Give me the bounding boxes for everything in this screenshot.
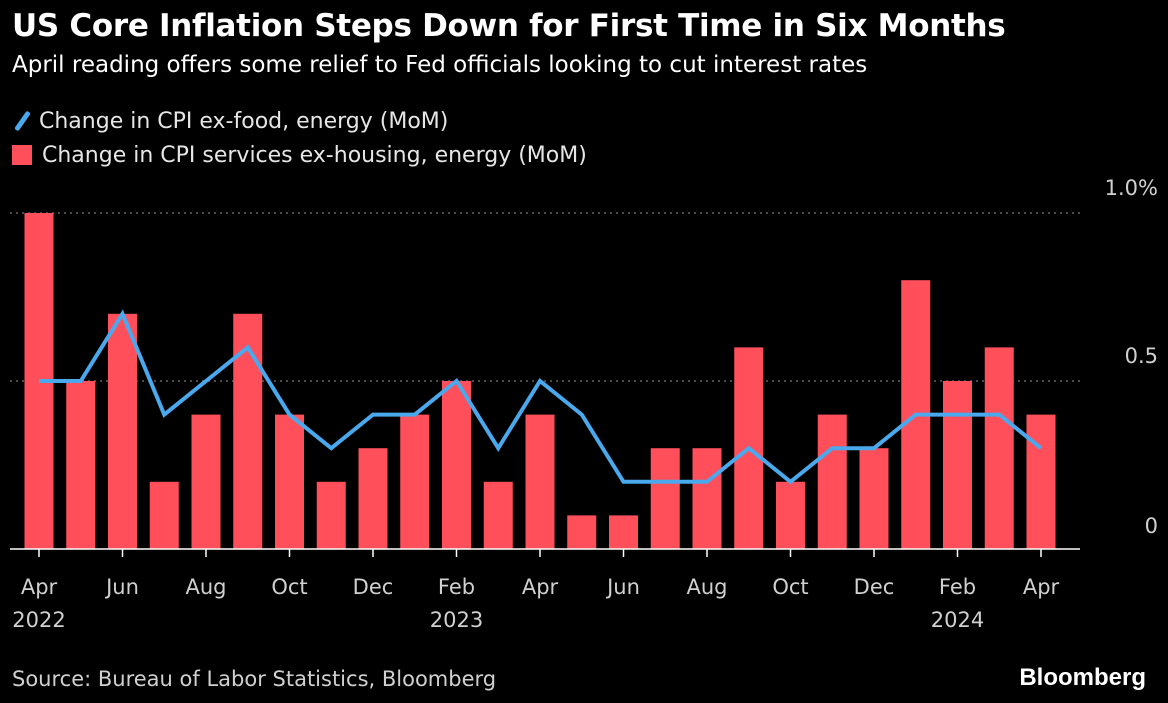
y-tick-label: 1.0% [1105,176,1158,200]
x-tick-label-year: 2022 [12,608,65,632]
line-series-core-cpi [39,309,1043,485]
bar [984,347,1014,549]
bar [66,381,96,549]
x-tick-label-month: Aug [686,575,727,599]
x-tick-label-month: Aug [185,575,226,599]
legend: Change in CPI ex-food, energy (MoM) Chan… [12,104,587,172]
bar [358,448,388,549]
legend-label-core-cpi: Change in CPI ex-food, energy (MoM) [39,108,449,134]
x-tick-label-month: Feb [438,575,475,599]
y-tick-label: 0 [1145,514,1158,538]
legend-label-services-cpi: Change in CPI services ex-housing, energ… [42,142,587,168]
y-tick-label: 0.5 [1125,344,1158,368]
bar [525,414,555,549]
bar [650,448,680,549]
bar [776,481,805,549]
x-tick-label-month: Dec [854,575,895,599]
x-tick-label-month: Oct [271,575,307,599]
bloomberg-logo: Bloomberg [1019,664,1146,691]
x-tick-label-month: Jun [104,575,139,599]
bar [191,414,221,549]
bar [609,515,638,549]
bar [316,481,346,549]
bar [483,481,513,549]
source-note: Source: Bureau of Labor Statistics, Bloo… [12,667,497,691]
x-tick-label-month: Apr [522,575,559,599]
bar [817,414,847,549]
x-tick-label-year: 2023 [430,608,483,632]
chart-title: US Core Inflation Steps Down for First T… [12,8,1006,44]
bar [108,313,137,549]
bar [149,481,179,549]
x-tick-label-month: Apr [21,575,58,599]
chart-subtitle: April reading offers some relief to Fed … [12,52,868,78]
x-tick-label-month: Dec [353,575,394,599]
legend-box-swatch [12,145,32,165]
bar [442,381,471,549]
x-tick-label-year: 2024 [931,608,984,632]
x-tick-label-month: Oct [772,575,808,599]
bar [859,448,889,549]
x-tick-label-month: Feb [939,575,976,599]
bar [943,381,972,549]
bar [692,448,722,549]
bar [275,414,304,549]
legend-item-core-cpi: Change in CPI ex-food, energy (MoM) [12,104,587,138]
bar [1026,414,1056,549]
x-tick-label-month: Jun [605,575,640,599]
bar [567,515,597,549]
legend-item-services-cpi: Change in CPI services ex-housing, energ… [12,138,587,172]
x-tick-label-month: Apr [1023,575,1060,599]
bar [400,414,430,549]
